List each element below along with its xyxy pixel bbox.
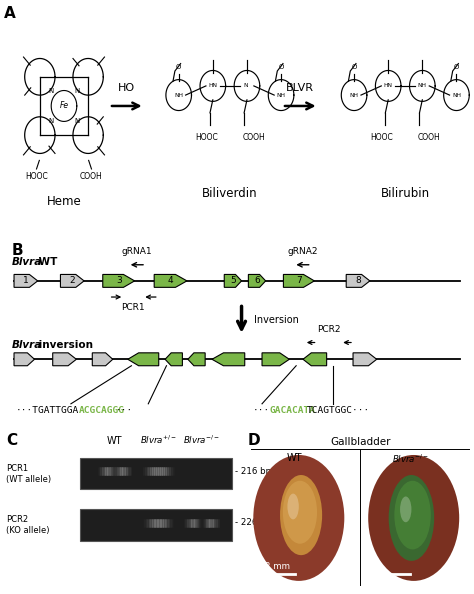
Text: gRNA2: gRNA2 [287, 247, 318, 256]
Text: WT: WT [107, 435, 122, 446]
Text: inversion: inversion [35, 340, 92, 350]
Text: $\mathit{Blvra}^{-/-}$: $\mathit{Blvra}^{-/-}$ [392, 453, 429, 465]
Text: HN: HN [209, 83, 217, 89]
Polygon shape [248, 274, 265, 287]
Polygon shape [283, 274, 314, 287]
Text: TCAGTGGC···: TCAGTGGC··· [307, 406, 370, 415]
Text: Biliverdin: Biliverdin [202, 187, 258, 200]
Text: PCR1
(WT allele): PCR1 (WT allele) [6, 463, 51, 484]
Text: NH: NH [350, 93, 358, 97]
Text: PCR2
(KO allele): PCR2 (KO allele) [6, 515, 49, 535]
Text: A: A [4, 6, 16, 21]
Polygon shape [188, 353, 205, 366]
Text: 8: 8 [355, 276, 361, 285]
Text: NH: NH [277, 93, 285, 97]
Text: Gallbladder: Gallbladder [330, 437, 391, 447]
Text: NH: NH [174, 93, 183, 97]
Text: Fe: Fe [59, 102, 69, 110]
Text: 2 mm: 2 mm [264, 562, 290, 571]
Text: COOH: COOH [242, 133, 265, 142]
Text: 7: 7 [296, 276, 302, 285]
Text: GACACATA: GACACATA [270, 406, 316, 415]
Polygon shape [103, 274, 135, 287]
Bar [80, 458, 232, 489]
Text: ···: ··· [253, 406, 270, 415]
Text: 5: 5 [230, 276, 236, 285]
Ellipse shape [253, 455, 344, 581]
Text: N: N [74, 87, 79, 94]
Text: PCR1: PCR1 [121, 303, 145, 312]
Polygon shape [262, 353, 289, 366]
Text: PCR2: PCR2 [317, 325, 341, 334]
Text: Blvra: Blvra [12, 257, 42, 267]
Ellipse shape [280, 475, 322, 555]
Text: B: B [12, 243, 23, 258]
Text: Heme: Heme [46, 195, 82, 208]
Polygon shape [92, 353, 113, 366]
Text: HO: HO [118, 83, 135, 93]
Text: Bilirubin: Bilirubin [381, 187, 430, 200]
Text: O: O [176, 65, 182, 71]
Text: N: N [49, 87, 54, 94]
Text: N: N [244, 83, 250, 89]
Text: 2: 2 [70, 276, 75, 285]
Text: ···TGATTGGA: ···TGATTGGA [15, 406, 79, 415]
Text: BLVR: BLVR [286, 83, 314, 93]
Ellipse shape [400, 497, 411, 522]
Text: gRNA1: gRNA1 [121, 247, 152, 256]
Text: 3: 3 [116, 276, 121, 285]
Text: ACGCAGGG: ACGCAGGG [79, 406, 125, 415]
Polygon shape [346, 274, 370, 287]
Text: 1: 1 [23, 276, 29, 285]
Text: N: N [49, 118, 54, 124]
Ellipse shape [368, 455, 459, 581]
Text: Blvra: Blvra [12, 340, 42, 350]
Polygon shape [128, 353, 159, 366]
Ellipse shape [287, 494, 299, 519]
Text: N: N [74, 118, 79, 124]
Bar [80, 509, 232, 541]
Text: 4: 4 [168, 276, 173, 285]
Ellipse shape [394, 481, 431, 549]
Polygon shape [353, 353, 377, 366]
Ellipse shape [389, 475, 434, 561]
Text: NH: NH [418, 83, 427, 89]
Text: O: O [351, 65, 357, 71]
Polygon shape [212, 353, 245, 366]
Polygon shape [224, 274, 242, 287]
Ellipse shape [283, 481, 317, 544]
Text: WT: WT [286, 453, 302, 463]
Text: HN: HN [384, 83, 392, 89]
Polygon shape [53, 353, 76, 366]
Text: $\mathit{Blvra}^{+/-}$: $\mathit{Blvra}^{+/-}$ [140, 433, 177, 446]
Text: ···: ··· [116, 406, 133, 415]
Polygon shape [165, 353, 182, 366]
Polygon shape [14, 274, 38, 287]
Text: COOH: COOH [80, 172, 103, 181]
Text: COOH: COOH [418, 133, 440, 142]
Text: D: D [247, 433, 260, 448]
Text: HOOC: HOOC [25, 172, 48, 181]
Text: NH: NH [452, 93, 461, 97]
Text: $\mathit{Blvra}^{-/-}$: $\mathit{Blvra}^{-/-}$ [183, 433, 220, 446]
Text: WT: WT [35, 257, 57, 267]
Polygon shape [154, 274, 187, 287]
Text: C: C [6, 433, 17, 448]
Text: HOOC: HOOC [195, 133, 218, 142]
Text: Inversion: Inversion [254, 315, 299, 324]
Polygon shape [14, 353, 35, 366]
Polygon shape [61, 274, 84, 287]
Text: - 216 bp: - 216 bp [235, 467, 271, 476]
Text: - 226 bp: - 226 bp [235, 518, 271, 527]
Text: O: O [278, 65, 284, 71]
Text: HOOC: HOOC [370, 133, 393, 142]
Polygon shape [303, 353, 327, 366]
Text: O: O [454, 65, 459, 71]
Text: 6: 6 [254, 276, 260, 285]
